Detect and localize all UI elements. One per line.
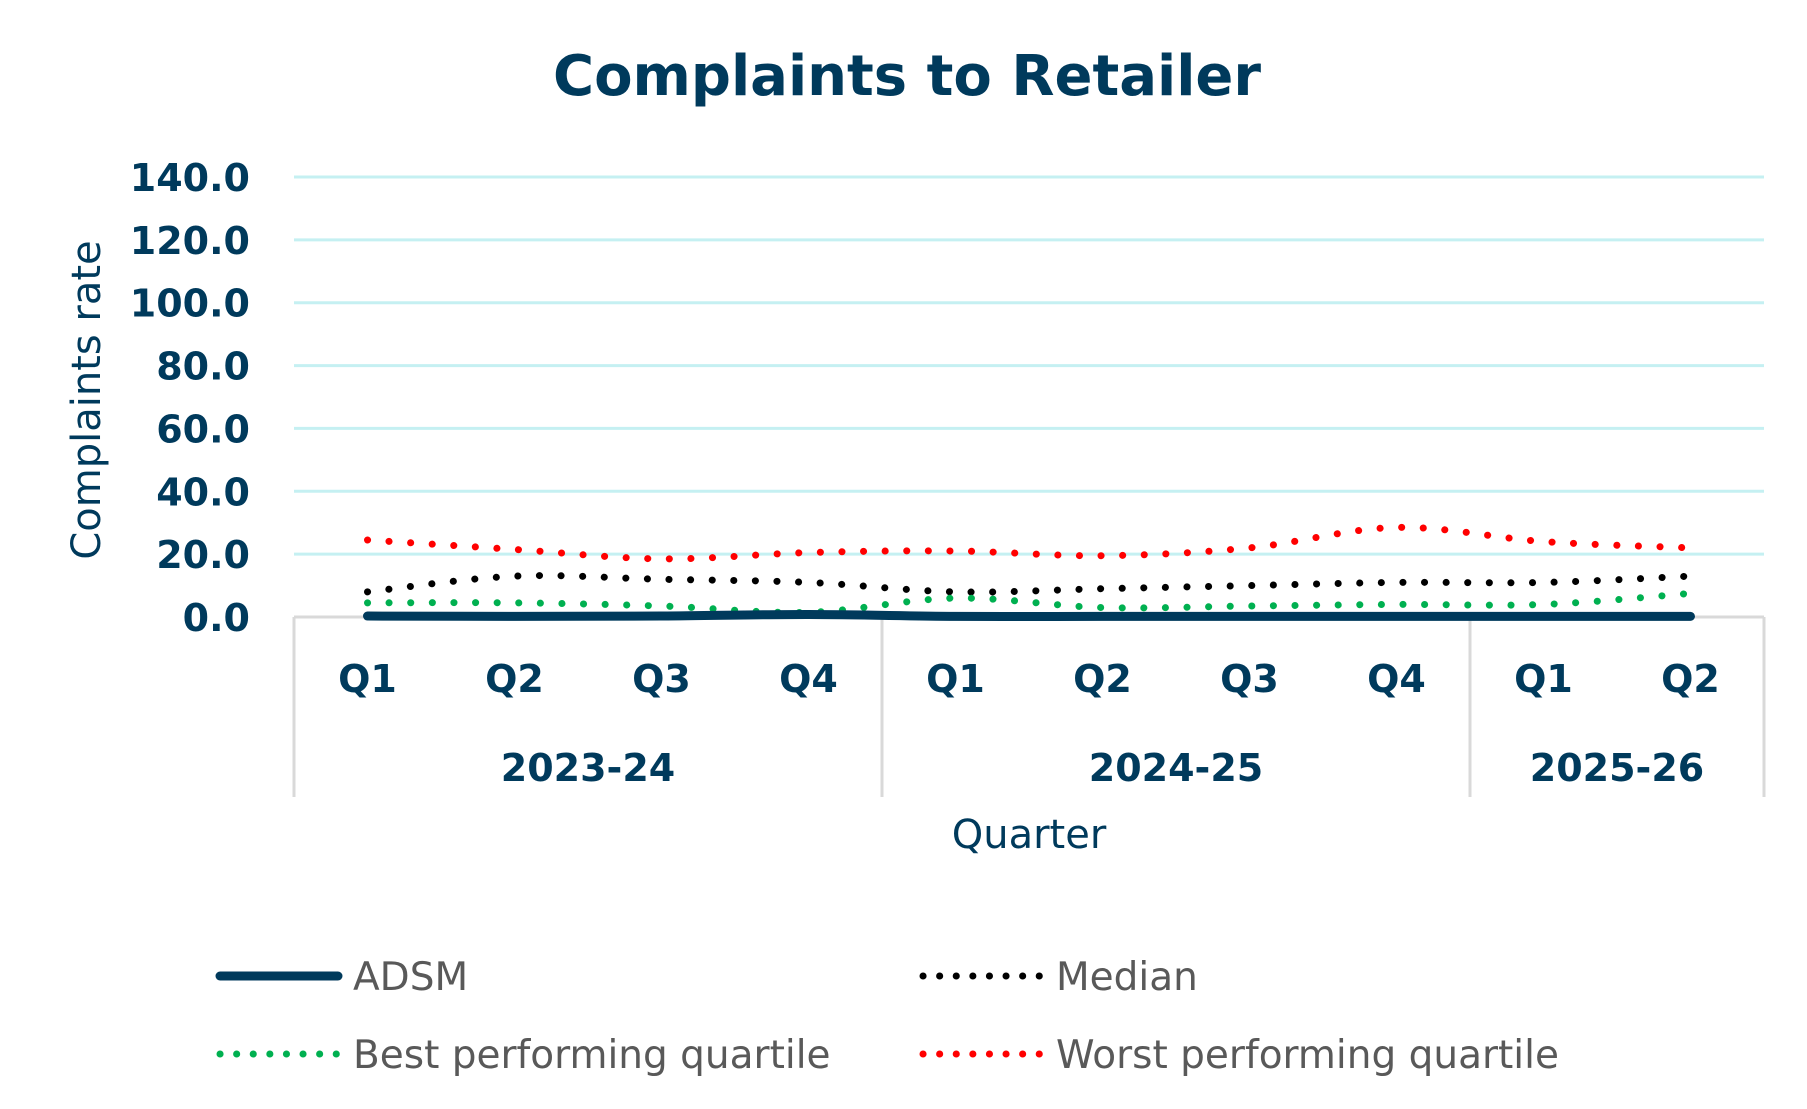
x-tick-label: Q2 bbox=[1073, 657, 1132, 701]
x-tick-label: Q1 bbox=[338, 657, 397, 701]
legend-label: Best performing quartile bbox=[353, 1033, 831, 1078]
y-tick-label: 140.0 bbox=[130, 156, 250, 200]
x-tick-label: Q4 bbox=[1367, 657, 1426, 701]
legend: ADSM Median Best performing quartile Worst … bbox=[215, 955, 1559, 1078]
legend-label: ADSM bbox=[353, 955, 468, 1000]
x-axis-title: Quarter bbox=[952, 812, 1107, 858]
y-tick-label: 80.0 bbox=[156, 345, 250, 389]
series-line-best-performing-quartile bbox=[364, 589, 1694, 616]
x-tick-label: Q2 bbox=[1661, 657, 1720, 701]
y-tick-label: 0.0 bbox=[183, 596, 250, 640]
x-group-label: 2024-25 bbox=[1089, 746, 1263, 790]
x-group-label: 2025-26 bbox=[1530, 746, 1704, 790]
x-tick-label: Q4 bbox=[779, 657, 838, 701]
x-tick-label: Q1 bbox=[926, 657, 985, 701]
y-tick-label: 120.0 bbox=[130, 219, 250, 263]
y-tick-label: 20.0 bbox=[156, 533, 250, 577]
series-line-median bbox=[364, 572, 1694, 596]
chart-title: Complaints to Retailer bbox=[553, 44, 1261, 109]
series-line-adsm bbox=[363, 609, 1695, 622]
x-tick-label: Q3 bbox=[1220, 657, 1279, 701]
y-axis-title: Complaints rate bbox=[64, 240, 110, 559]
y-tick-label: 60.0 bbox=[156, 407, 250, 451]
x-group-label: 2023-24 bbox=[501, 746, 675, 790]
y-tick-label: 40.0 bbox=[156, 470, 250, 514]
x-tick-label: Q3 bbox=[632, 657, 691, 701]
x-tick-label: Q1 bbox=[1514, 657, 1573, 701]
y-tick-label: 100.0 bbox=[130, 282, 250, 326]
legend-label: Median bbox=[1056, 955, 1198, 1000]
x-tick-label: Q2 bbox=[485, 657, 544, 701]
legend-label: Worst performing quartile bbox=[1056, 1033, 1559, 1078]
